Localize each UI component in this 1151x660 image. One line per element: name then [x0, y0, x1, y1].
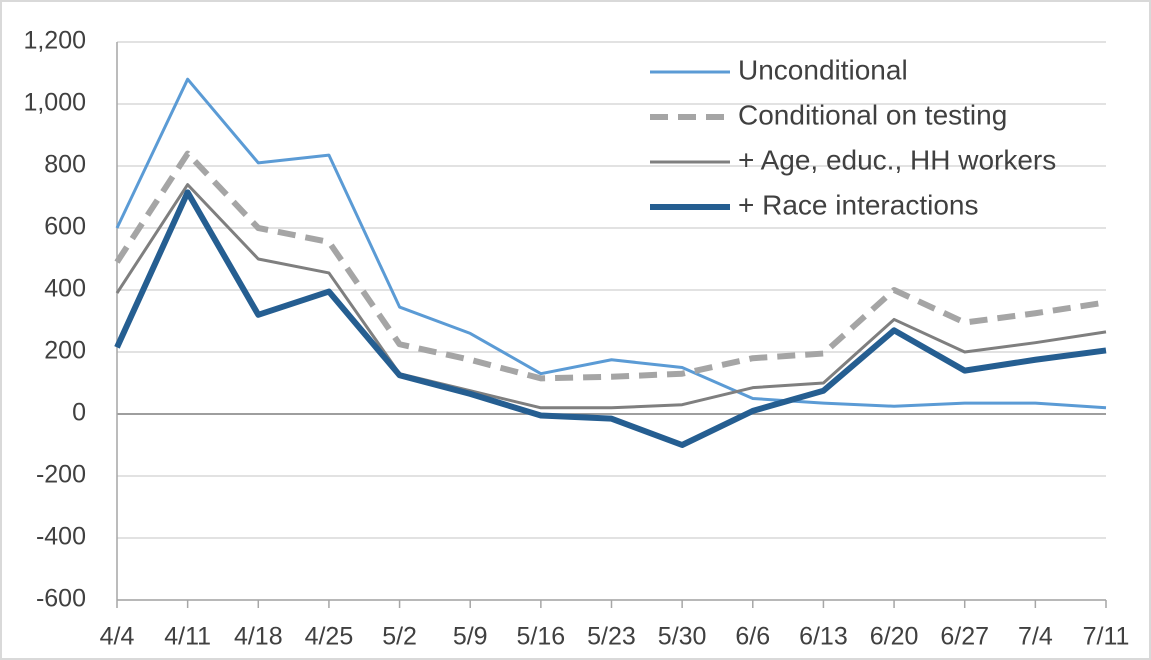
y-tick-label: 1,000	[23, 89, 86, 117]
legend-label: + Race interactions	[738, 189, 978, 220]
x-tick-label: 7/4	[1018, 623, 1053, 651]
x-tick-label: 5/23	[587, 623, 636, 651]
x-tick-label: 4/4	[100, 623, 135, 651]
x-tick-label: 6/13	[799, 623, 848, 651]
series-line	[115, 77, 1107, 410]
y-tick-label: 1,200	[23, 27, 86, 55]
y-tick-label: -400	[36, 523, 86, 551]
y-tick-label: 200	[44, 337, 86, 365]
x-tick-label: 4/18	[234, 623, 283, 651]
series-line	[115, 183, 1107, 410]
y-tick-label: -200	[36, 461, 86, 489]
x-tick-label: 5/30	[658, 623, 707, 651]
x-tick-label: 5/16	[517, 623, 566, 651]
y-tick-label: 0	[72, 399, 86, 427]
x-tick-label: 6/6	[735, 623, 770, 651]
x-tick-label: 4/11	[164, 623, 211, 651]
legend: Unconditional Conditional on testing + Age…	[650, 54, 1056, 220]
series-line	[114, 189, 1107, 448]
y-tick-label: 400	[44, 275, 86, 303]
legend-label: + Age, educ., HH workers	[738, 144, 1056, 175]
x-tick-label: 6/20	[870, 623, 919, 651]
legend-label: Conditional on testing	[738, 99, 1007, 130]
x-tick-label: 5/9	[453, 623, 488, 651]
legend-label: Unconditional	[738, 54, 908, 85]
x-tick-label: 5/2	[382, 623, 417, 651]
y-tick-label: 800	[44, 151, 86, 179]
series-line	[114, 150, 1107, 382]
x-tick-label: 4/25	[305, 623, 354, 651]
y-tick-label: -600	[36, 585, 86, 613]
y-tick-label: 600	[44, 213, 86, 241]
x-tick-label: 7/11	[1083, 623, 1130, 651]
x-tick-label: 6/27	[940, 623, 989, 651]
